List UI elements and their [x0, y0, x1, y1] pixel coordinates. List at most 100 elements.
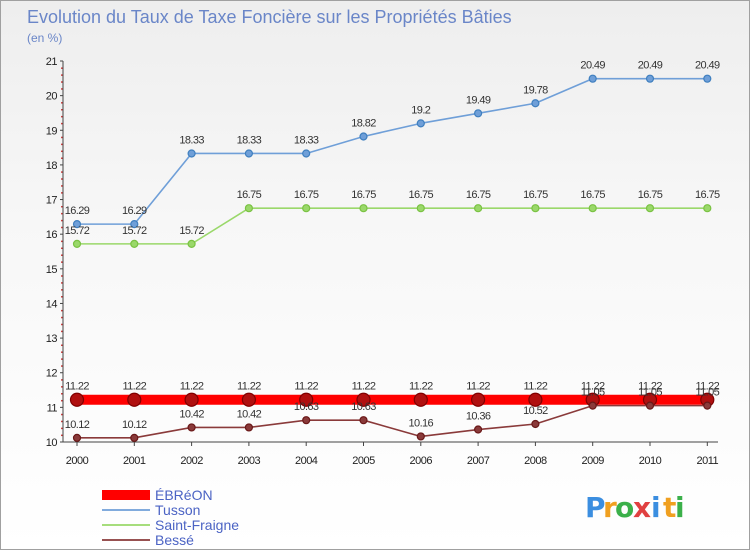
- data-label: 15.72: [122, 225, 147, 237]
- data-point: [72, 239, 82, 248]
- x-tick-label: 2006: [410, 455, 433, 467]
- y-minor-tick: [61, 289, 63, 291]
- data-point: [416, 119, 425, 128]
- y-minor-tick: [61, 323, 63, 326]
- data-point: [359, 132, 368, 141]
- x-tick-label: 2011: [696, 455, 718, 467]
- logo-letter: i: [651, 491, 661, 524]
- x-tick-label: 2000: [66, 455, 89, 467]
- data-label: 16.75: [351, 189, 376, 201]
- data-label: 18.82: [351, 118, 376, 130]
- data-point: [703, 401, 712, 410]
- chart-subtitle: (en %): [27, 31, 62, 45]
- data-label: 10.42: [237, 408, 262, 420]
- data-label: 10.16: [409, 417, 434, 429]
- data-point: [531, 99, 540, 108]
- data-point: [187, 423, 196, 432]
- data-point: [244, 204, 253, 213]
- data-label: 20.49: [580, 60, 605, 72]
- data-point: [244, 423, 253, 432]
- data-point: [474, 425, 483, 434]
- data-point: [531, 419, 540, 429]
- x-tick-label: 2008: [524, 455, 547, 467]
- y-minor-tick: [61, 282, 63, 284]
- y-minor-tick: [61, 420, 63, 423]
- y-minor-tick: [61, 115, 63, 118]
- x-tick-label: 2002: [180, 455, 203, 467]
- data-label: 11.22: [524, 381, 548, 393]
- data-label: 11.22: [466, 381, 490, 393]
- data-label: 16.75: [580, 189, 605, 201]
- x-tick-label: 2007: [467, 455, 490, 467]
- data-point: [588, 74, 597, 83]
- logo-letter: i: [675, 491, 685, 524]
- y-minor-tick: [61, 122, 63, 125]
- y-tick-label: 12: [46, 368, 58, 380]
- data-label: 19.2: [411, 104, 430, 116]
- data-point: [302, 149, 311, 158]
- y-minor-tick: [61, 192, 63, 194]
- data-label: 10.12: [65, 419, 90, 431]
- data-label: 16.75: [294, 189, 319, 201]
- y-minor-tick: [61, 185, 63, 187]
- y-minor-tick: [61, 212, 63, 215]
- data-point: [359, 416, 368, 425]
- logo-letter: r: [603, 491, 617, 524]
- data-point: [416, 432, 425, 441]
- y-minor-tick: [61, 247, 63, 250]
- y-minor-tick: [61, 136, 63, 139]
- series-layer: [69, 74, 715, 442]
- data-label: 11.05: [638, 387, 662, 399]
- data-label: 19.78: [523, 84, 548, 96]
- data-label: 11.05: [695, 387, 719, 399]
- data-label: 11.05: [581, 387, 605, 399]
- y-minor-tick: [61, 81, 63, 83]
- data-point: [416, 204, 425, 213]
- y-tick-label: 17: [46, 195, 58, 207]
- data-point: [130, 239, 139, 248]
- logo-letter: x: [633, 491, 651, 524]
- y-tick-label: 16: [46, 229, 58, 241]
- y-minor-tick: [61, 275, 63, 277]
- y-minor-tick: [61, 413, 63, 416]
- data-label: 11.22: [180, 381, 204, 393]
- x-tick-label: 2001: [123, 455, 146, 467]
- data-label: 11.22: [65, 381, 89, 393]
- data-point: [356, 392, 371, 407]
- data-point: [72, 220, 82, 229]
- y-minor-tick: [61, 427, 63, 430]
- data-point: [127, 392, 142, 407]
- data-label: 10.52: [523, 405, 548, 417]
- x-tick-label: 2005: [352, 455, 375, 467]
- data-label: 10.42: [179, 408, 204, 420]
- data-point: [302, 416, 311, 425]
- series-line: [77, 77, 708, 225]
- y-minor-tick: [61, 316, 63, 319]
- data-label: 11.22: [294, 381, 318, 393]
- data-label: 11.22: [352, 381, 376, 393]
- data-label: 18.33: [237, 134, 262, 146]
- data-point: [588, 401, 597, 410]
- y-minor-tick: [61, 351, 63, 353]
- data-point: [588, 204, 597, 213]
- data-label: 18.33: [294, 134, 319, 146]
- y-minor-tick: [61, 219, 63, 222]
- data-label: 10.63: [351, 401, 376, 413]
- data-point: [531, 204, 540, 213]
- data-point: [645, 74, 655, 83]
- data-point: [299, 392, 314, 407]
- data-labels: 11.22 11.22 11.22 11.22 11.22 11.22 11.22 11.22…: [65, 60, 721, 431]
- legend-label: ÉBRéON: [155, 487, 213, 503]
- data-point: [471, 392, 486, 407]
- y-minor-tick: [61, 240, 63, 243]
- y-minor-tick: [61, 102, 63, 104]
- legend-label: Bessé: [155, 532, 194, 548]
- chart-title: Evolution du Taux de Taxe Foncière sur l…: [27, 7, 512, 27]
- data-label: 11.22: [638, 381, 662, 393]
- y-tick-label: 11: [47, 402, 58, 414]
- y-minor-tick: [61, 344, 63, 347]
- y-minor-tick: [61, 309, 63, 312]
